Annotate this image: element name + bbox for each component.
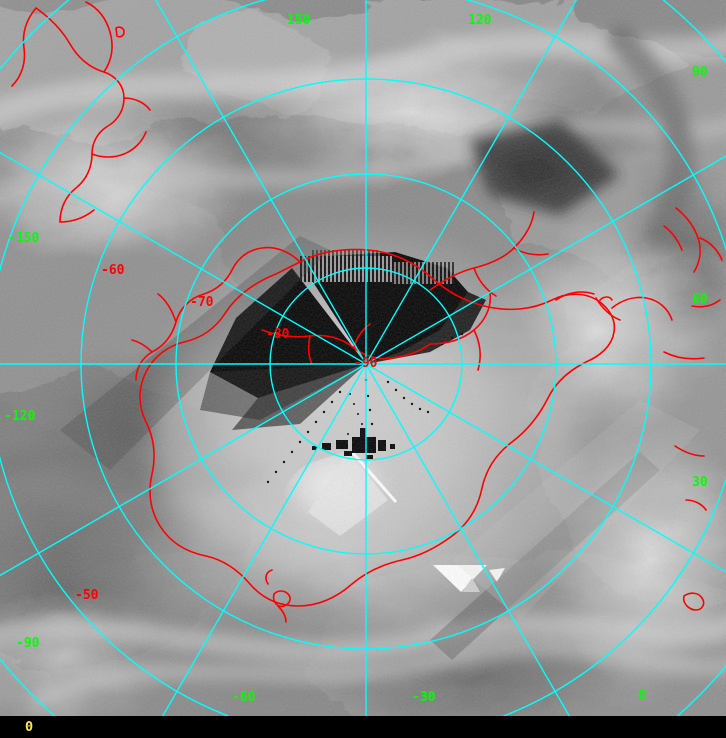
lon-label-60: 60 bbox=[692, 292, 708, 307]
lon-label-neg30: -30 bbox=[412, 690, 436, 705]
caption-bar: ANTARCTIC COMPOSITE SHORTWAVE IR 16 OCT … bbox=[0, 716, 726, 738]
lon-label-neg120: -120 bbox=[4, 409, 36, 424]
lat-label-neg60: -60 bbox=[101, 263, 125, 278]
lat-label-neg90: -90 bbox=[354, 356, 378, 371]
lat-label-neg70: -70 bbox=[190, 295, 214, 310]
lon-label-30: 30 bbox=[692, 475, 708, 490]
lon-label-0: 0 bbox=[638, 688, 646, 703]
lon-label-neg90: -90 bbox=[16, 636, 40, 651]
lon-label-neg60: -60 bbox=[232, 690, 256, 705]
lon-label-120: 120 bbox=[468, 13, 492, 28]
caption-marker-glyph: 0 bbox=[25, 719, 34, 735]
lon-label-90: 90 bbox=[692, 65, 708, 80]
lat-label-neg80: -80 bbox=[266, 327, 290, 342]
lat-label-neg50: -50 bbox=[75, 588, 99, 603]
lon-label-150: 150 bbox=[287, 13, 311, 28]
lon-label-neg150: -150 bbox=[8, 231, 40, 246]
